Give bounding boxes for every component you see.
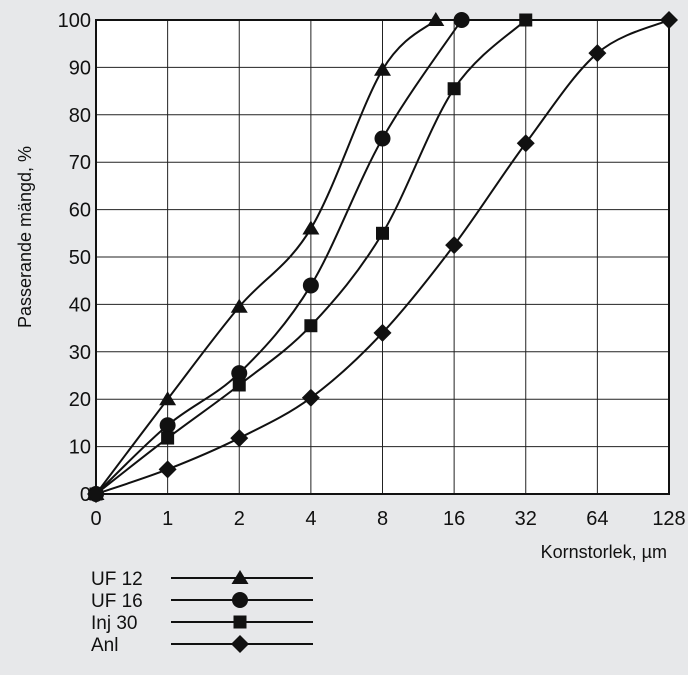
legend-label: UF 12 [91, 569, 143, 590]
legend-item: UF 12 [91, 569, 313, 590]
data-point-circle [374, 130, 391, 147]
y-tick-label: 100 [58, 10, 91, 32]
x-tick-label: 0 [90, 508, 101, 530]
legend-marker-triangle [231, 570, 249, 584]
series-line [95, 19, 670, 495]
legend-label: Inj 30 [91, 613, 137, 634]
data-point-diamond [660, 11, 678, 29]
legend-label: UF 16 [91, 591, 143, 612]
legend-item: Anl [91, 635, 313, 656]
x-tick-label: 16 [443, 508, 465, 530]
data-point-circle [302, 277, 319, 294]
data-point-triangle [230, 298, 248, 313]
data-point-square [232, 378, 246, 392]
data-point-square [304, 319, 318, 333]
y-tick-label: 40 [69, 294, 91, 316]
data-point-diamond [87, 485, 105, 503]
data-point-diamond [158, 460, 177, 479]
y-tick-label: 50 [69, 247, 91, 269]
series-anl [87, 11, 678, 503]
y-tick-label: 70 [69, 152, 91, 174]
data-point-circle [231, 365, 248, 382]
x-tick-label: 2 [234, 508, 245, 530]
legend-item: Inj 30 [91, 613, 313, 634]
y-tick-label: 60 [69, 200, 91, 222]
x-tick-label: 32 [515, 508, 537, 530]
data-point-square [376, 226, 389, 240]
y-tick-label: 80 [69, 105, 91, 127]
data-point-diamond [373, 323, 392, 342]
data-point-diamond [230, 429, 249, 448]
data-point-triangle [374, 61, 391, 76]
y-tick-labels: 0 10 20 30 40 50 60 70 80 90 100 [58, 10, 91, 506]
y-tick-label: 10 [69, 437, 91, 459]
y-tick-label: 30 [69, 342, 91, 364]
data-point-circle [159, 417, 176, 434]
data-point-square [519, 13, 533, 27]
legend-marker-square [233, 615, 247, 629]
data-point-triangle [427, 12, 445, 26]
y-tick-label: 90 [69, 57, 91, 79]
x-tick-label: 4 [305, 508, 316, 530]
chart-grid [95, 19, 670, 495]
legend-marker-circle [232, 592, 248, 608]
y-tick-label: 0 [80, 484, 91, 506]
data-point-triangle [302, 220, 320, 235]
data-point-diamond [301, 388, 320, 407]
legend-marker-diamond [231, 635, 249, 653]
y-axis-title: Passerande mängd, % [15, 146, 35, 328]
chart-series [87, 11, 678, 503]
data-point-diamond [516, 134, 535, 153]
x-axis-title: Kornstorlek, µm [541, 542, 667, 562]
legend-item: UF 16 [91, 591, 313, 612]
x-tick-label: 1 [162, 508, 173, 530]
legend-label: Anl [91, 635, 118, 656]
data-point-diamond [445, 236, 464, 255]
chart-axes [95, 19, 670, 495]
data-point-square [447, 82, 461, 96]
data-point-square [161, 431, 175, 445]
x-tick-labels: 0 1 2 4 8 16 32 64 128 [90, 508, 685, 530]
x-tick-label: 64 [586, 508, 608, 530]
plot-frame [95, 19, 670, 495]
data-point-diamond [588, 44, 607, 63]
x-tick-label: 8 [377, 508, 388, 530]
data-point-circle [453, 12, 470, 28]
data-point-triangle [159, 391, 177, 406]
x-tick-label: 128 [652, 508, 685, 530]
y-tick-label: 20 [69, 389, 91, 411]
